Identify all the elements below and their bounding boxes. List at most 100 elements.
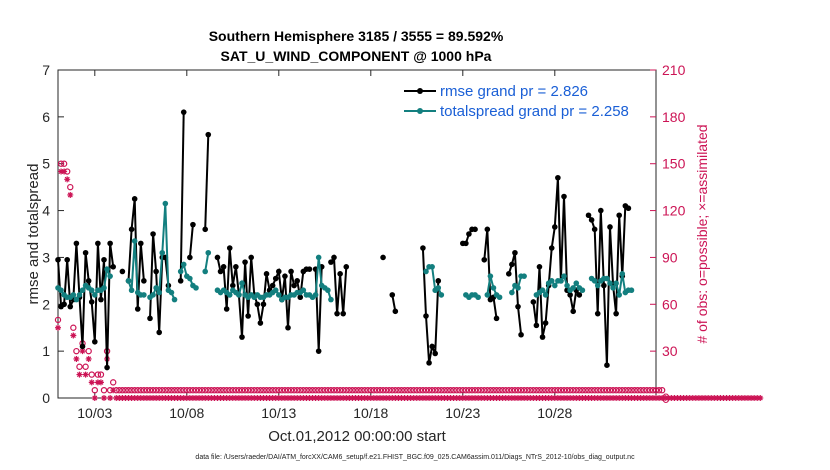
data-file-footer: data file: /Users/raeder/DAI/ATM_forcXX/… xyxy=(195,454,635,461)
obs-assimilated-marker xyxy=(720,395,727,401)
obs-possible-marker xyxy=(257,386,264,394)
y-right-tick-label: 90 xyxy=(662,249,678,265)
obs-assimilated-marker xyxy=(324,395,331,401)
rmse-marker xyxy=(190,221,196,228)
rmse-line xyxy=(532,177,581,338)
obs-assimilated-marker xyxy=(628,395,635,401)
obs-possible-marker xyxy=(168,386,175,394)
rmse-marker xyxy=(561,193,567,200)
obs-assimilated-marker xyxy=(205,395,212,401)
obs-assimilated-marker xyxy=(235,395,242,401)
obs-possible-marker xyxy=(131,386,138,394)
obs-assimilated-marker xyxy=(165,395,172,401)
spread-marker xyxy=(159,249,166,256)
spread-marker xyxy=(490,285,497,291)
y-axis-label: rmse and totalspread xyxy=(25,164,42,305)
legend-label: rmse grand pr = 2.826 xyxy=(440,83,588,100)
y-right-tick-label: 60 xyxy=(662,296,678,312)
obs-possible-marker xyxy=(177,386,184,394)
obs-assimilated-marker xyxy=(364,395,371,401)
spread-marker xyxy=(168,289,175,296)
obs-possible-marker xyxy=(281,386,289,394)
obs-assimilated-marker xyxy=(189,395,196,401)
obs-possible-marker xyxy=(502,386,509,394)
obs-assimilated-marker xyxy=(183,395,190,401)
spread-marker xyxy=(487,273,494,279)
y-tick-label: 0 xyxy=(42,390,50,406)
spread-marker xyxy=(180,261,187,268)
obs-possible-marker xyxy=(297,386,304,394)
obs-possible-marker xyxy=(189,386,197,394)
obs-assimilated-marker xyxy=(101,395,107,401)
obs-assimilated-marker xyxy=(444,395,451,401)
y-right-tick-label: 30 xyxy=(662,343,678,359)
obs-assimilated-marker xyxy=(263,395,270,401)
rmse-marker xyxy=(306,266,313,272)
obs-possible-marker xyxy=(539,386,546,394)
obs-assimilated-marker xyxy=(646,395,653,401)
obs-possible-marker xyxy=(266,386,273,394)
obs-assimilated-marker xyxy=(751,395,758,401)
obs-assimilated-marker xyxy=(214,395,221,401)
obs-assimilated-marker xyxy=(570,395,577,401)
rmse-marker xyxy=(119,268,126,275)
obs-assimilated-marker xyxy=(754,395,761,401)
obs-assimilated-marker xyxy=(370,395,377,401)
y-tick-label: 4 xyxy=(42,203,50,219)
obs-possible-marker xyxy=(563,386,571,394)
obs-possible-marker xyxy=(520,386,528,394)
obs-assimilated-marker xyxy=(671,395,678,401)
obs-assimilated-marker xyxy=(745,395,751,401)
obs-possible-marker xyxy=(612,386,620,394)
obs-assimilated-marker xyxy=(131,395,138,401)
rmse-marker xyxy=(138,240,144,247)
rmse-marker xyxy=(613,310,619,317)
obs-possible-marker xyxy=(94,371,102,378)
obs-possible-marker xyxy=(254,386,261,394)
obs-possible-marker xyxy=(570,386,577,394)
obs-possible-marker xyxy=(165,386,172,394)
obs-possible-marker xyxy=(226,386,233,394)
rmse-marker xyxy=(570,308,576,315)
spread-line xyxy=(204,252,210,272)
obs-possible-marker xyxy=(352,386,359,394)
obs-possible-marker xyxy=(432,386,439,394)
obs-assimilated-marker xyxy=(714,395,721,401)
rmse-marker xyxy=(220,264,227,270)
obs-possible-marker xyxy=(300,386,307,394)
obs-assimilated-marker xyxy=(735,395,742,401)
obs-possible-marker xyxy=(401,386,408,394)
obs-assimilated-marker xyxy=(119,395,126,401)
obs-possible-marker xyxy=(122,386,129,394)
obs-assimilated-marker xyxy=(502,395,509,401)
obs-assimilated-marker xyxy=(180,395,187,401)
rmse-marker xyxy=(429,343,435,350)
obs-assimilated-marker xyxy=(97,379,104,386)
obs-possible-marker xyxy=(294,386,301,394)
spread-marker xyxy=(88,287,95,294)
obs-possible-marker xyxy=(128,386,135,394)
spread-marker xyxy=(509,289,515,296)
obs-assimilated-marker xyxy=(334,395,341,401)
obs-assimilated-marker xyxy=(521,395,528,401)
obs-assimilated-marker xyxy=(196,395,203,401)
rmse-marker xyxy=(226,245,233,251)
obs-possible-marker xyxy=(435,386,442,394)
obs-possible-marker xyxy=(456,386,463,394)
obs-assimilated-marker xyxy=(505,395,512,401)
rmse-marker xyxy=(257,320,264,326)
obs-possible-marker xyxy=(247,386,255,394)
obs-assimilated-marker xyxy=(79,348,86,355)
obs-assimilated-marker xyxy=(257,395,264,401)
obs-possible-marker xyxy=(517,386,525,394)
obs-possible-marker xyxy=(260,386,267,394)
x-tick-label: 10/28 xyxy=(537,405,572,421)
rmse-marker xyxy=(294,278,301,284)
spread-marker xyxy=(616,292,622,298)
rmse-marker xyxy=(576,292,583,298)
obs-assimilated-marker xyxy=(423,395,429,401)
obs-assimilated-marker xyxy=(432,395,439,401)
obs-possible-marker xyxy=(499,386,506,394)
rmse-marker xyxy=(481,256,488,263)
obs-possible-marker xyxy=(487,386,494,394)
